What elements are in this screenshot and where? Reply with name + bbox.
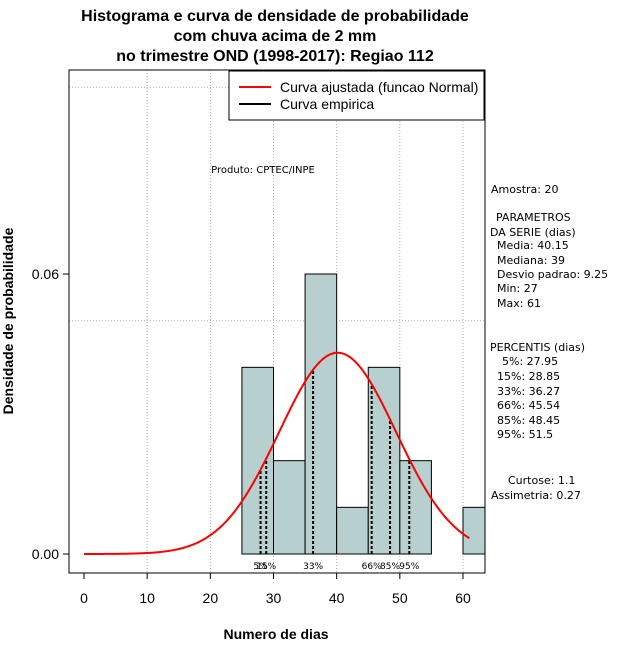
x-axis-label: Numero de dias bbox=[223, 626, 328, 642]
x-tick-label: 50 bbox=[392, 590, 408, 606]
histogram-bar bbox=[336, 506, 369, 555]
histogram-bar bbox=[273, 460, 306, 555]
legend: Curva ajustada (funcao Normal) Curva emp… bbox=[228, 70, 485, 121]
stat-p33: 33%: 36.27 bbox=[497, 385, 560, 398]
histogram-bar bbox=[241, 366, 275, 555]
stat-p95: 95%: 51.5 bbox=[497, 428, 553, 441]
histogram-bar bbox=[462, 506, 486, 555]
legend-label-empirical: Curva empirica bbox=[280, 96, 374, 112]
stat-p66: 66%: 45.54 bbox=[497, 399, 560, 412]
percentile-lines: 5%15% 33% 66%85% 95% bbox=[253, 369, 420, 572]
y-tick-label: 0.06 bbox=[32, 266, 59, 282]
y-tick-label: 0.00 bbox=[32, 546, 59, 562]
stat-assimetria: Assimetria: 0.27 bbox=[491, 489, 581, 502]
stat-percentis-title: PERCENTIS (dias) bbox=[490, 341, 585, 354]
stat-min: Min: 27 bbox=[497, 282, 538, 295]
histogram-bar bbox=[367, 366, 401, 555]
histogram-bars bbox=[241, 273, 486, 555]
plot-frame bbox=[68, 69, 486, 574]
legend-box bbox=[228, 70, 485, 121]
stat-p15: 15%: 28.85 bbox=[497, 370, 560, 383]
x-tick-label: 40 bbox=[329, 590, 345, 606]
stat-mediana: Mediana: 39 bbox=[497, 254, 565, 267]
stat-max: Max: 61 bbox=[497, 297, 541, 310]
x-tick-label: 60 bbox=[455, 590, 471, 606]
percentile-label: 95% bbox=[399, 562, 419, 572]
percentile-label: 5% bbox=[253, 562, 268, 572]
x-tick-label: 20 bbox=[203, 590, 219, 606]
stat-params-title-2: DA SERIE (dias) bbox=[490, 226, 576, 239]
percentile-label: 33% bbox=[303, 562, 323, 572]
y-axis: 0.00 0.06 bbox=[32, 266, 69, 562]
stat-media: Media: 40.15 bbox=[497, 239, 569, 252]
stat-p85: 85%: 48.45 bbox=[497, 414, 560, 427]
product-label: Produto: CPTEC/INPE bbox=[211, 165, 315, 176]
stat-params-title-1: PARAMETROS bbox=[496, 211, 571, 224]
legend-label-fitted: Curva ajustada (funcao Normal) bbox=[280, 79, 478, 95]
stat-amostra: Amostra: 20 bbox=[491, 183, 558, 196]
percentile-label: 85% bbox=[380, 562, 400, 572]
percentile-label: 15% bbox=[256, 562, 276, 572]
stat-desvio: Desvio padrao: 9.25 bbox=[497, 268, 608, 281]
x-tick-label: 10 bbox=[139, 590, 155, 606]
x-tick-label: 0 bbox=[80, 590, 88, 606]
y-axis-label: Densidade de probabilidade bbox=[0, 227, 16, 414]
normal-curve-line bbox=[84, 351, 470, 555]
percentile-label: 66% bbox=[362, 562, 382, 572]
stat-p5: 5%: 27.95 bbox=[502, 355, 558, 368]
chart-title-line-3: no trimestre OND (1998-2017): Regiao 112 bbox=[116, 48, 434, 65]
x-axis: 0 10 20 30 40 50 60 bbox=[80, 573, 471, 606]
histogram-bar bbox=[399, 460, 432, 555]
stat-curtose: Curtose: 1.1 bbox=[508, 474, 575, 487]
x-tick-label: 30 bbox=[266, 590, 282, 606]
histogram-bar bbox=[304, 273, 338, 555]
chart-title-line-1: Histograma e curva de densidade de proba… bbox=[81, 8, 469, 25]
chart-title-line-2: com chuva acima de 2 mm bbox=[174, 28, 377, 45]
stats-panel: Amostra: 20 PARAMETROS DA SERIE (dias) M… bbox=[490, 183, 608, 502]
